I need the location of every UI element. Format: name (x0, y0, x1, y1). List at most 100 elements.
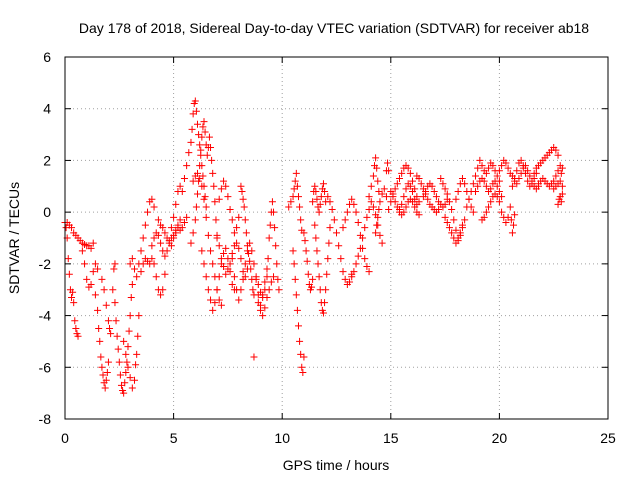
data-point (133, 273, 141, 281)
data-point (402, 185, 410, 193)
data-point (161, 270, 169, 278)
data-point (378, 190, 386, 198)
data-point (557, 198, 565, 206)
data-point (217, 185, 225, 193)
data-point (215, 195, 223, 203)
data-point (233, 239, 241, 247)
data-point (448, 206, 456, 214)
data-point (132, 361, 140, 369)
data-point (375, 206, 383, 214)
data-point (121, 379, 129, 387)
data-point (87, 281, 95, 289)
data-point (87, 244, 95, 252)
data-point (495, 167, 503, 175)
data-point (498, 208, 506, 216)
data-point (180, 218, 188, 226)
data-point (558, 164, 566, 172)
data-point (224, 265, 232, 273)
data-point (443, 218, 451, 226)
data-point (289, 247, 297, 255)
data-point (290, 260, 298, 268)
data-point (264, 255, 272, 263)
y-tick-label: 4 (43, 101, 51, 117)
data-point (557, 169, 565, 177)
data-point (100, 286, 108, 294)
data-point (456, 231, 464, 239)
data-point (222, 270, 230, 278)
data-point (367, 198, 375, 206)
data-point (325, 239, 333, 247)
y-tick-label: -4 (39, 308, 52, 324)
data-point (71, 317, 79, 325)
data-point (354, 218, 362, 226)
data-point (176, 216, 184, 224)
data-point (131, 376, 139, 384)
data-point (228, 255, 236, 263)
data-point (441, 213, 449, 221)
data-point (187, 239, 195, 247)
data-point (361, 224, 369, 232)
data-point (384, 159, 392, 167)
data-point (111, 260, 119, 268)
data-point (68, 293, 76, 301)
data-point (200, 118, 208, 126)
data-point (207, 144, 215, 151)
data-point (161, 252, 169, 260)
data-point (106, 325, 114, 332)
data-point (199, 123, 207, 131)
data-point (294, 322, 302, 330)
data-point (159, 224, 167, 232)
data-point (491, 177, 499, 185)
data-point (448, 229, 456, 237)
data-point (337, 255, 345, 263)
data-point (217, 255, 225, 263)
data-point (203, 151, 211, 159)
data-point (485, 203, 493, 211)
data-point (323, 270, 331, 278)
data-point (235, 213, 243, 221)
data-point (450, 216, 458, 224)
data-point (376, 231, 384, 239)
data-point (296, 337, 304, 345)
plot-frame (64, 56, 609, 420)
data-point (248, 275, 256, 283)
data-point (409, 177, 417, 185)
data-point (293, 182, 301, 190)
data-point (207, 247, 215, 255)
data-point (133, 350, 141, 358)
data-point (339, 268, 347, 276)
data-point (98, 363, 106, 371)
data-point (137, 268, 145, 276)
data-point (352, 208, 360, 216)
data-point (107, 330, 115, 338)
data-point (445, 198, 453, 206)
data-point (519, 162, 527, 170)
data-point (222, 244, 230, 252)
data-point (402, 203, 410, 211)
data-point (215, 242, 223, 250)
data-point (498, 162, 506, 170)
data-point (128, 384, 136, 392)
data-point (454, 237, 462, 245)
data-point (435, 206, 443, 214)
data-point (83, 275, 91, 283)
data-point (441, 200, 449, 208)
data-point (238, 187, 246, 195)
x-tick-label: 25 (600, 430, 616, 446)
data-point (189, 229, 197, 237)
data-point (493, 193, 501, 201)
data-point (422, 187, 430, 195)
data-point (472, 172, 480, 180)
data-point (215, 296, 223, 304)
data-point (472, 187, 480, 195)
data-point (415, 211, 423, 219)
data-point (91, 260, 99, 268)
x-tick-label: 10 (274, 430, 290, 446)
x-tick-label: 0 (61, 430, 69, 446)
data-point (104, 317, 112, 325)
data-point (120, 389, 128, 397)
data-point (97, 353, 105, 361)
data-point (326, 224, 334, 232)
data-point (556, 177, 564, 185)
